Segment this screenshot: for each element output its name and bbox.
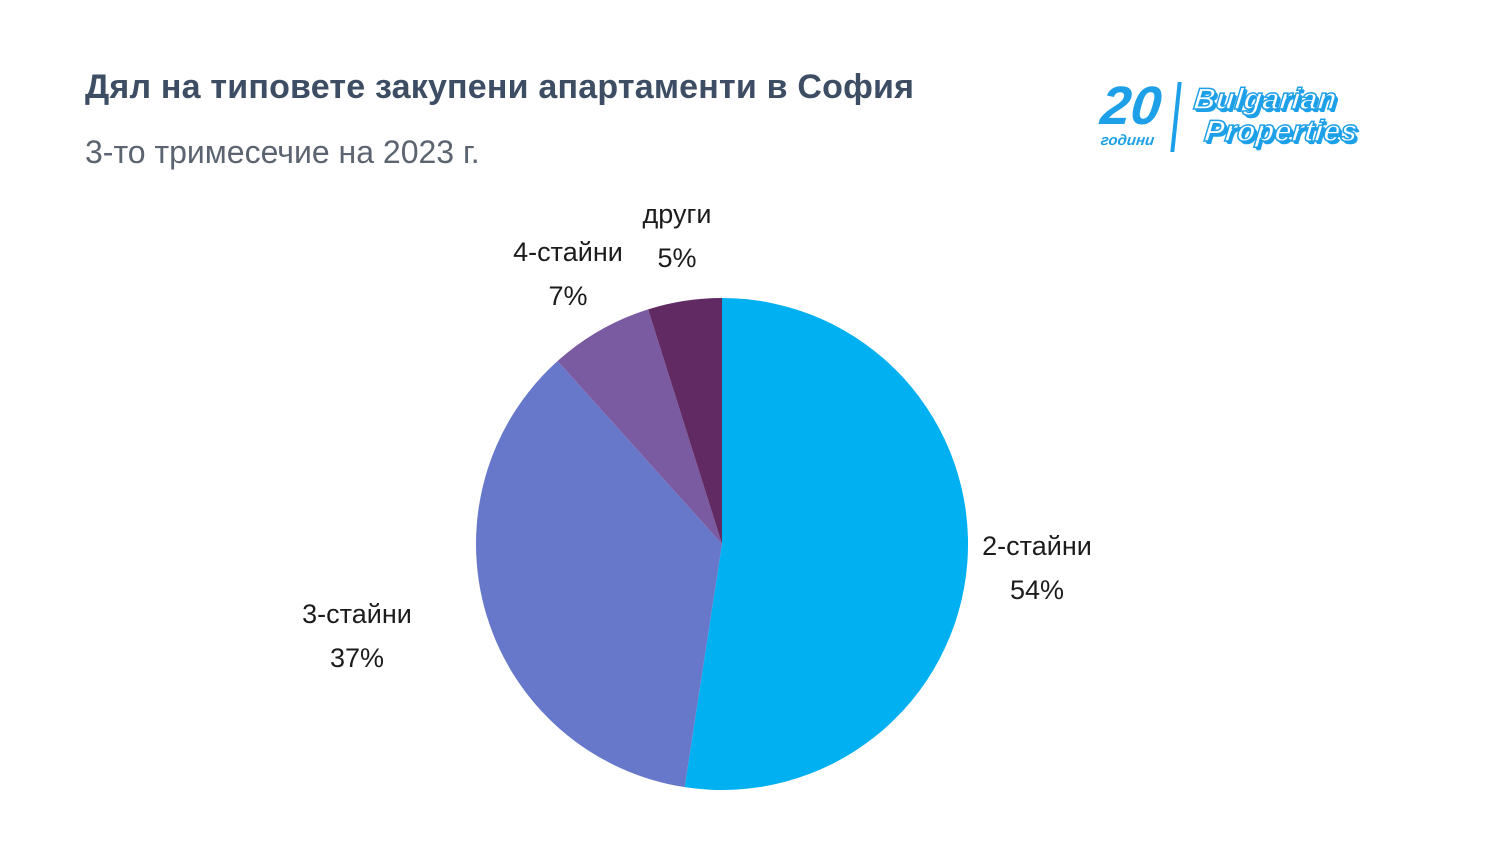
pie-chart — [476, 298, 969, 790]
pie-label-2-stayni-pct: 54% — [1009, 575, 1065, 605]
pie-label-3-stayni-pct: 37% — [329, 643, 385, 673]
pie-label-drugi-name: други — [642, 199, 712, 229]
pie-label-2-stayni-name: 2-стайни — [982, 531, 1092, 561]
logo-years-number: 20 — [1098, 76, 1165, 136]
pie-label-3-stayni: 3-стайни 37% — [302, 592, 412, 680]
pie-slice-други — [648, 298, 722, 544]
pie-slice-4-стайни — [557, 309, 722, 544]
bulgarian-properties-logo: 20 години Bulgarian Properties — [1096, 76, 1363, 152]
pie-slice-3-стайни — [476, 361, 722, 788]
pie-label-2-stayni: 2-стайни 54% — [982, 524, 1092, 612]
pie-label-drugi-pct: 5% — [657, 243, 697, 273]
pie-label-drugi: други 5% — [643, 192, 712, 280]
chart-subtitle: 3-то тримесечие на 2023 г. — [85, 134, 480, 170]
logo-brand-line1: Bulgarian — [1191, 82, 1339, 117]
logo-brand-line2: Properties — [1202, 114, 1360, 149]
pie-label-4-stayni-pct: 7% — [548, 281, 588, 311]
logo-years-label: години — [1099, 131, 1156, 149]
chart-title: Дял на типовете закупени апартаменти в С… — [85, 68, 915, 106]
logo-divider — [1170, 82, 1182, 152]
pie-label-4-stayni: 4-стайни 7% — [513, 230, 623, 318]
pie-label-4-stayni-name: 4-стайни — [513, 237, 623, 267]
pie-label-3-stayni-name: 3-стайни — [302, 599, 412, 629]
pie-slice-2-стайни — [684, 298, 969, 790]
logo-years-block: 20 години — [1097, 76, 1165, 149]
logo-brand-block: Bulgarian Properties — [1189, 82, 1363, 149]
